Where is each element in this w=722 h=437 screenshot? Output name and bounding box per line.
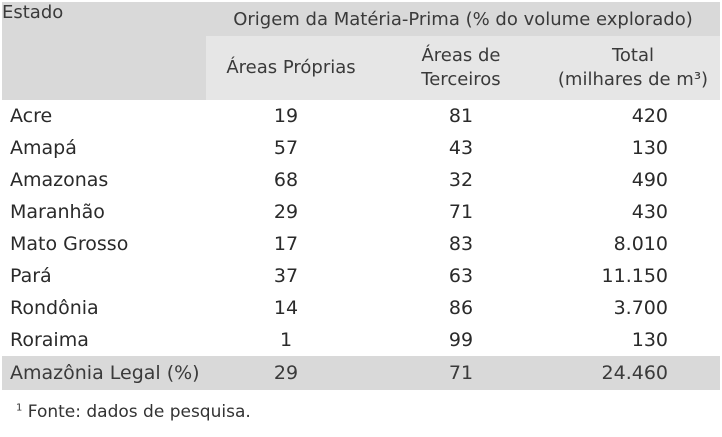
table-row: Amazonas 68 32 490 (2, 164, 720, 196)
proprias-cell: 68 (273, 169, 299, 191)
total-cell: 8.010 (613, 233, 668, 255)
total-cell: 430 (631, 201, 668, 223)
footnote-marker: 1 (16, 402, 23, 414)
proprias-cell: 19 (273, 105, 299, 127)
terceiros-cell: 32 (448, 169, 474, 191)
total-total: 24.460 (546, 356, 720, 390)
total-terceiros: 71 (376, 356, 546, 390)
table-row: Pará 37 63 11.150 (2, 260, 720, 292)
proprias-cell: 29 (273, 201, 299, 223)
table-row: Mato Grosso 17 83 8.010 (2, 228, 720, 260)
terceiros-cell: 43 (448, 137, 474, 159)
estado-cell: Acre (10, 105, 53, 127)
table-row: Roraima 1 99 130 (2, 324, 720, 356)
table-row: Amapá 57 43 130 (2, 132, 720, 164)
table-row: Rondônia 14 86 3.700 (2, 292, 720, 324)
terceiros-cell: 99 (448, 329, 474, 351)
estado-cell: Rondônia (10, 297, 99, 319)
total-row: Amazônia Legal (%) 29 71 24.460 (2, 356, 720, 390)
estado-cell: Pará (10, 265, 52, 287)
data-table: Estado Origem da Matéria-Prima (% do vol… (2, 2, 720, 390)
total-proprias: 29 (206, 356, 376, 390)
estado-cell: Maranhão (10, 201, 105, 223)
proprias-cell: 14 (273, 297, 299, 319)
terceiros-cell: 81 (448, 105, 474, 127)
proprias-cell: 37 (273, 265, 299, 287)
origem-header: Origem da Matéria-Prima (% do volume exp… (206, 2, 720, 36)
proprias-cell: 1 (279, 329, 293, 351)
total-cell: 420 (631, 105, 668, 127)
col-proprias-header: Áreas Próprias (206, 36, 376, 100)
col-total-line2: (milhares de m³) (557, 69, 709, 90)
total-cell: 11.150 (601, 265, 668, 287)
col-terceiros-line2: Terceiros (421, 69, 501, 90)
terceiros-cell: 86 (448, 297, 474, 319)
footnote: 1 Fonte: dados de pesquisa. (16, 402, 251, 422)
estado-header: Estado (2, 2, 206, 100)
proprias-cell: 57 (273, 137, 299, 159)
terceiros-cell: 83 (448, 233, 474, 255)
total-cell: 490 (631, 169, 668, 191)
estado-cell: Roraima (10, 329, 89, 351)
terceiros-cell: 71 (448, 201, 474, 223)
table-row: Acre 19 81 420 (2, 100, 720, 132)
footnote-text: Fonte: dados de pesquisa. (27, 402, 251, 422)
estado-cell: Amapá (10, 137, 77, 159)
header-row-sub: Áreas Próprias Áreas de Terceiros Total … (2, 36, 720, 100)
total-estado: Amazônia Legal (%) (2, 356, 206, 390)
col-terceiros-header: Áreas de Terceiros (376, 36, 546, 100)
total-cell: 130 (631, 329, 668, 351)
col-terceiros-line1: Áreas de (421, 45, 501, 66)
proprias-cell: 17 (273, 233, 299, 255)
terceiros-cell: 63 (448, 265, 474, 287)
estado-cell: Mato Grosso (10, 233, 129, 255)
table-body: Acre 19 81 420 Amapá 57 43 130 Amazonas 68 32 490 Ma… (2, 100, 720, 356)
col-total-header: Total (milhares de m³) (546, 36, 720, 100)
estado-cell: Amazonas (10, 169, 109, 191)
header-row-top: Estado Origem da Matéria-Prima (% do vol… (2, 2, 720, 100)
table-row: Maranhão 29 71 430 (2, 196, 720, 228)
total-cell: 3.700 (613, 297, 668, 319)
total-cell: 130 (631, 137, 668, 159)
col-total-line1: Total (611, 45, 655, 66)
